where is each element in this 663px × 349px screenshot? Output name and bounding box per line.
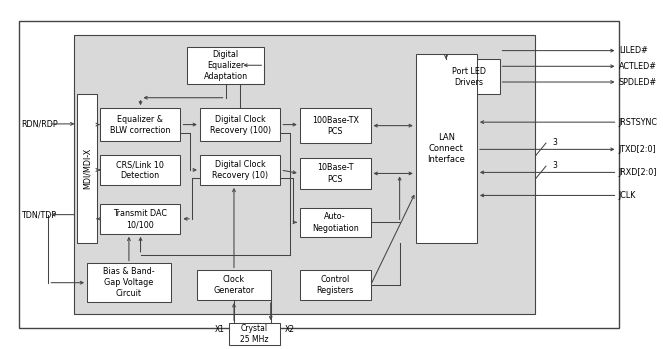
Text: JRSTSYNC: JRSTSYNC bbox=[619, 118, 658, 127]
Text: LILED#: LILED# bbox=[619, 46, 648, 55]
Text: 100Base-TX
PCS: 100Base-TX PCS bbox=[312, 116, 359, 136]
Text: JTXD[2:0]: JTXD[2:0] bbox=[619, 145, 656, 154]
Text: 10Base-T
PCS: 10Base-T PCS bbox=[317, 163, 353, 184]
Bar bbox=[87, 263, 171, 302]
Bar bbox=[438, 59, 499, 94]
Text: RDN/RDP: RDN/RDP bbox=[21, 119, 58, 128]
Text: Bias & Band-
Gap Voltage
Circuit: Bias & Band- Gap Voltage Circuit bbox=[103, 267, 154, 298]
Bar bbox=[200, 155, 280, 185]
Text: JRXD[2:0]: JRXD[2:0] bbox=[619, 168, 657, 177]
Bar bbox=[300, 208, 371, 237]
Bar bbox=[19, 21, 619, 328]
Text: X2: X2 bbox=[285, 325, 295, 334]
Text: ACTLED#: ACTLED# bbox=[619, 62, 657, 71]
Bar bbox=[200, 108, 280, 141]
Text: SPDLED#: SPDLED# bbox=[619, 77, 657, 87]
Text: Transmit DAC
10/100: Transmit DAC 10/100 bbox=[113, 209, 167, 229]
Bar bbox=[187, 47, 265, 84]
Text: Crystal
25 MHz: Crystal 25 MHz bbox=[241, 324, 269, 344]
Bar bbox=[100, 108, 180, 141]
Bar bbox=[78, 94, 97, 243]
Text: TDN/TDP: TDN/TDP bbox=[21, 210, 56, 219]
Text: Digital Clock
Recovery (10): Digital Clock Recovery (10) bbox=[212, 160, 268, 180]
Bar bbox=[100, 204, 180, 234]
Bar bbox=[300, 270, 371, 300]
Text: LAN
Connect
Interface: LAN Connect Interface bbox=[428, 133, 465, 164]
Text: JCLK: JCLK bbox=[619, 191, 636, 200]
Bar bbox=[229, 323, 280, 345]
Bar bbox=[300, 108, 371, 143]
Bar bbox=[100, 155, 180, 185]
Text: X1: X1 bbox=[214, 325, 224, 334]
Text: Digital
Equalizer
Adaptation: Digital Equalizer Adaptation bbox=[204, 50, 248, 81]
Text: CRS/Link 10
Detection: CRS/Link 10 Detection bbox=[116, 160, 164, 180]
Bar bbox=[197, 270, 271, 300]
Text: 3: 3 bbox=[552, 161, 558, 170]
Text: 3: 3 bbox=[552, 138, 558, 147]
Text: Control
Registers: Control Registers bbox=[316, 275, 354, 295]
Bar bbox=[300, 158, 371, 189]
Text: Auto-
Negotiation: Auto- Negotiation bbox=[312, 213, 359, 232]
Bar bbox=[74, 35, 535, 314]
Bar bbox=[416, 54, 477, 243]
Text: Port LED
Drivers: Port LED Drivers bbox=[452, 67, 486, 87]
Text: Clock
Generator: Clock Generator bbox=[213, 275, 254, 295]
Text: Digital Clock
Recovery (100): Digital Clock Recovery (100) bbox=[210, 115, 271, 135]
Text: MDI/MDI-X: MDI/MDI-X bbox=[82, 148, 91, 189]
Text: Equalizer &
BLW correction: Equalizer & BLW correction bbox=[110, 115, 170, 135]
